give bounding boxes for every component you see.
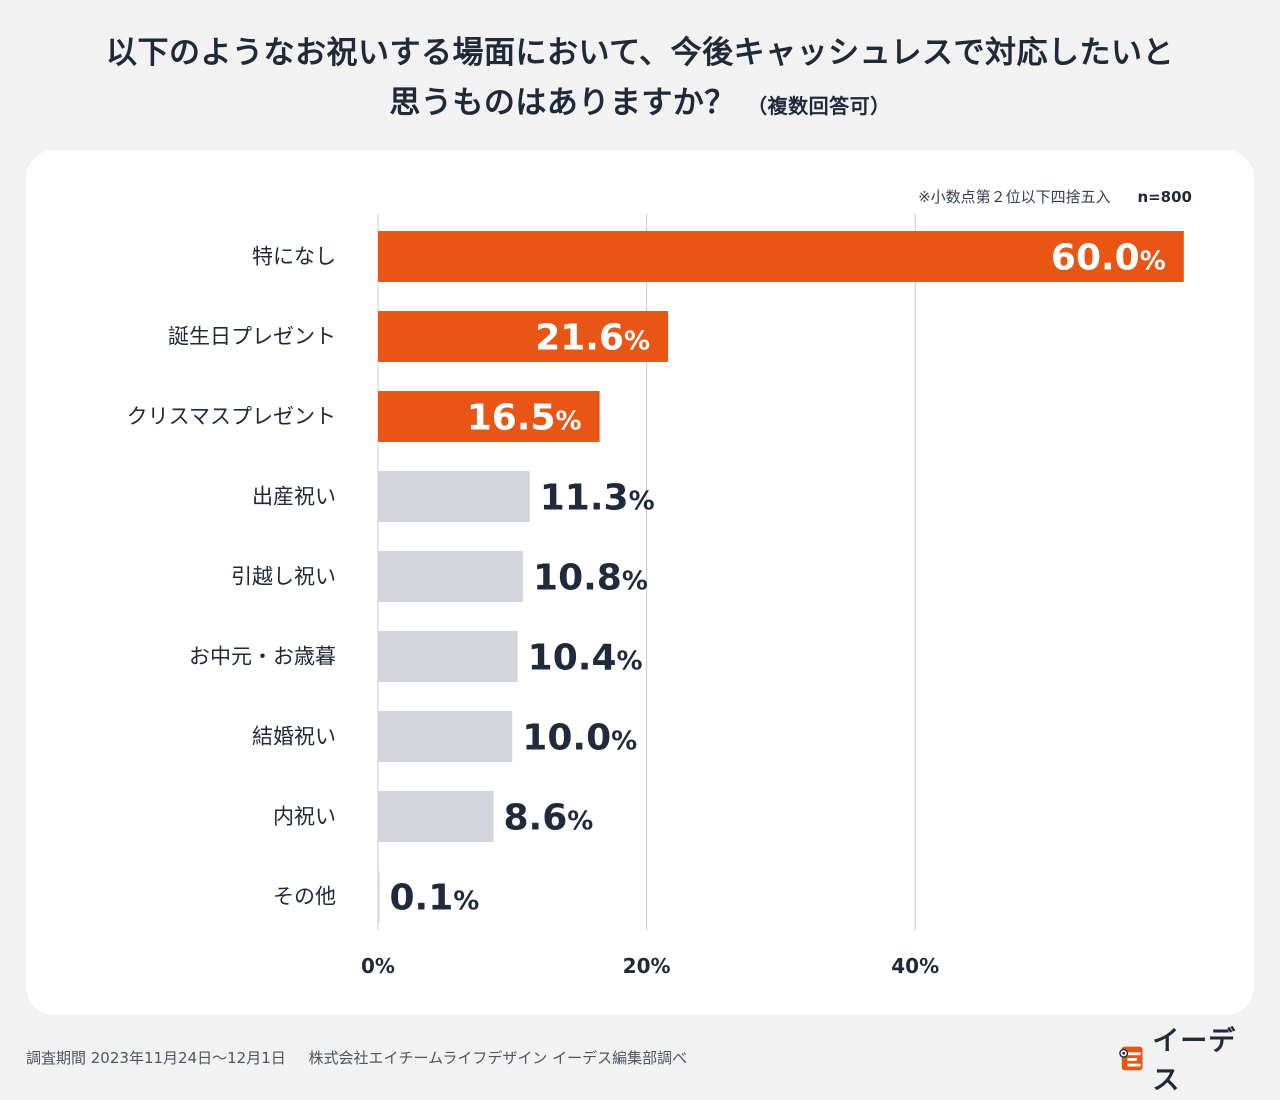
bar [378,311,669,362]
chart-title: 以下のようなお祝いする場面において、今後キャッシュレスで対応したいと 思うものは… [0,28,1280,131]
survey-company: 株式会社エイチームライフデザイン イーデス編集部調べ [308,1049,688,1067]
chart-card: ※小数点第２位以下四捨五入 n=800 0% 20% 40% 特になし 60.0% 誕生日… [26,150,1254,1015]
bar [378,631,518,682]
bar [378,791,494,842]
category-label: 特になし [252,245,336,269]
data-label: 0.1% [390,878,480,919]
bar [378,391,600,442]
data-label: 60.0% [1051,238,1166,279]
category-label: 出産祝い [252,485,336,509]
bar [378,471,530,522]
x-tick-label: 40% [891,954,939,978]
category-label: クリスマスプレゼント [127,405,336,429]
bar [378,231,1184,282]
bar [378,711,513,762]
data-label: 10.4% [528,638,643,679]
bar-chart: 0% 20% 40% 特になし 60.0% 誕生日プレゼント 21.6% クリスマスプレゼント… [127,214,1184,978]
data-label: 10.8% [533,558,648,599]
footer: 調査期間 2023年11月24日〜12月1日 株式会社エイチームライフデザイン … [26,1047,687,1068]
category-label: 誕生日プレゼント [168,325,336,349]
category-label: 内祝い [273,805,336,829]
category-label: 結婚祝い [252,725,336,749]
chart-note: ※小数点第２位以下四捨五入 n=800 [918,186,1192,207]
data-label: 16.5% [467,398,582,439]
title-line-2: 思うものはありますか？ （複数回答可） [0,78,1280,131]
brand-logo: イーデス [1118,1026,1258,1096]
logo-text: イーデス [1152,1026,1237,1096]
survey-period: 調査期間 2023年11月24日〜12月1日 [26,1049,286,1067]
sample-size: n=800 [1137,188,1192,206]
title-line-2-main: 思うものはありますか？ [389,85,736,121]
bar [378,551,524,602]
data-label: 10.0% [522,718,637,759]
data-label: 11.3% [540,478,655,519]
edes-logo-icon [1119,1046,1143,1071]
rounding-note: ※小数点第２位以下四捨五入 [918,188,1111,206]
bar [378,871,380,922]
title-suffix: （複数回答可） [747,94,891,118]
x-tick-label: 0% [361,954,395,978]
category-label: 引越し祝い [231,565,336,589]
title-line-1: 以下のようなお祝いする場面において、今後キャッシュレスで対応したいと [106,35,1174,71]
data-label: 21.6% [535,318,650,359]
x-tick-label: 20% [623,954,671,978]
category-label: その他 [273,885,336,909]
data-label: 8.6% [503,798,593,839]
category-label: お中元・お歳暮 [189,645,336,669]
